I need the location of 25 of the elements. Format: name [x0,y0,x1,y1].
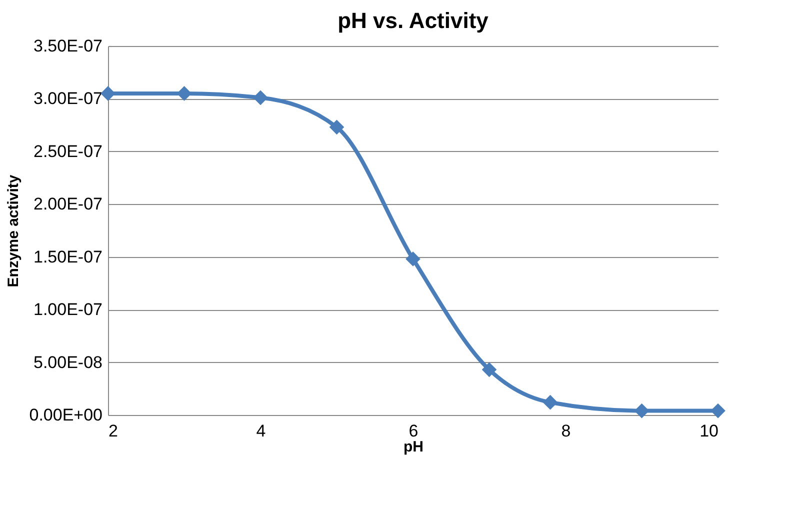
x-axis-title: pH [404,438,424,456]
y-tick-label: 1.00E-07 [34,300,102,320]
y-tick-label: 3.00E-07 [34,89,102,108]
y-tick-label: 2.50E-07 [34,142,102,161]
point [176,86,192,101]
y-tick-label: 0.00E+00 [29,406,102,424]
x-tick-label: 10 [700,422,718,440]
x-tick-label: 4 [256,422,266,440]
x-tick-label: 2 [108,422,118,440]
point [634,403,650,418]
y-tick-label: 5.00E-08 [34,352,102,372]
y-axis-title: Enzyme activity [5,174,22,288]
point [253,90,268,106]
point [482,362,497,378]
y-tick-label: 2.00E-07 [34,194,102,214]
point [710,403,726,418]
point [542,394,558,410]
chart-title: pH vs. Activity [338,8,490,33]
x-tick-label: 6 [408,422,418,440]
y-tick-label: 3.50E-07 [34,36,102,56]
point [406,252,420,266]
y-tick-label: 1.50E-07 [34,247,102,266]
x-tick-label: 8 [561,422,571,440]
point [329,120,344,135]
point [100,86,116,101]
